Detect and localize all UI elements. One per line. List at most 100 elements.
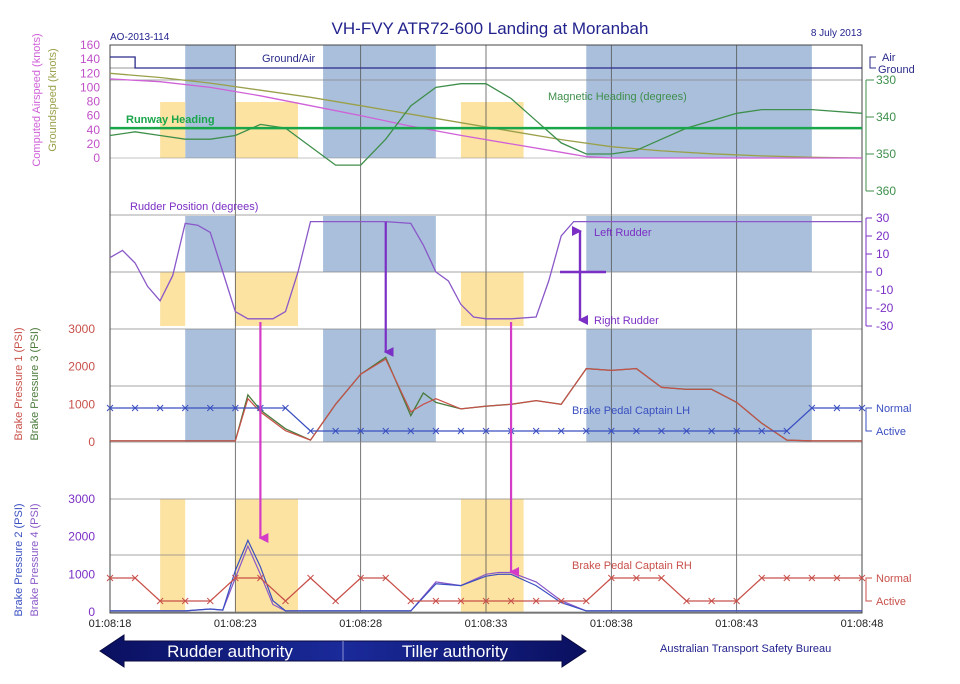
pedal-lh-marker: [332, 427, 339, 435]
runway-heading-label: Runway Heading: [126, 114, 215, 126]
brake24-tick-label: 1000: [68, 567, 95, 581]
speed-tick-label: 20: [87, 137, 101, 151]
speed-tick-label: 80: [87, 95, 101, 109]
x-tick-label: 01:08:33: [465, 618, 508, 630]
pedal-lh-marker: [357, 427, 365, 435]
blue-band: [586, 329, 812, 442]
blue-band: [185, 216, 236, 272]
pedal-rh-marker: [532, 597, 540, 605]
brake4-axis-label: Brake Pressure 4 (PSI): [29, 503, 41, 616]
tick-labels: 01:08:18 01:08:23 01:08:28 01:08:33 01:08:38…: [68, 38, 896, 630]
brake-pedal-rh-label: Brake Pedal Captain RH: [572, 560, 692, 572]
yellow-band: [235, 499, 298, 612]
pedal-rh-marker: [607, 574, 615, 582]
pedal-rh-marker: [557, 597, 565, 605]
x-tick-label: 01:08:38: [590, 618, 633, 630]
report-id: AO-2013-114: [110, 32, 170, 43]
brake13-tick-label: 3000: [68, 322, 95, 336]
pedal-rh-marker: [206, 597, 214, 605]
speed-tick-label: 140: [80, 52, 100, 66]
ground-state-label: Ground: [878, 64, 915, 76]
yellow-band: [460, 272, 524, 326]
pedal-lh-marker: [432, 427, 440, 435]
rh-pedal-axis: [865, 577, 872, 602]
series-lines: [106, 56, 866, 612]
pedal-lh-marker: [131, 404, 139, 412]
groundspeed-axis-label: Groundspeed (knots): [47, 48, 59, 151]
pedal-lh-marker: [106, 404, 114, 412]
rh-normal-label: Normal: [876, 573, 911, 585]
rudder-tick-label: -20: [876, 301, 894, 315]
brake13-tick-label: 0: [88, 435, 95, 449]
pedal-rh-marker: [106, 574, 114, 582]
source-credit: Australian Transport Safety Bureau: [660, 643, 831, 655]
pedal-rh-marker: [808, 574, 816, 582]
blue-band: [185, 45, 236, 158]
rudder-tick-label: 0: [876, 265, 883, 279]
heading-tick-label: 360: [876, 184, 896, 198]
pedal-rh-marker: [332, 597, 339, 605]
pedal-rh-marker: [733, 597, 741, 605]
yellow-band: [160, 102, 186, 158]
brake2-axis-label: Brake Pressure 2 (PSI): [13, 503, 25, 616]
ground-air-line: [110, 56, 862, 69]
pedal-rh-marker: [257, 574, 264, 582]
pedal-lh-marker: [607, 427, 615, 435]
rudder-tick-label: 20: [876, 229, 890, 243]
brake-pedal-lh-label: Brake Pedal Captain LH: [572, 405, 690, 417]
pedal-lh-marker: [582, 427, 590, 435]
left-rudder-label: Left Rudder: [594, 227, 652, 239]
brake24-tick-label: 3000: [68, 492, 95, 506]
rudder-authority-label: Rudder authority: [167, 642, 293, 661]
rudder-tick-label: -30: [876, 319, 894, 333]
x-tick-label: 01:08:28: [339, 618, 382, 630]
pedal-rh-marker: [783, 574, 791, 582]
pedal-lh-marker: [783, 427, 791, 435]
yellow-band: [160, 272, 186, 326]
rudder-tick-label: 10: [876, 247, 890, 261]
rudder-position-label: Rudder Position (degrees): [130, 201, 258, 213]
pedal-lh-marker: [382, 427, 390, 435]
tiller-authority-label: Tiller authority: [402, 642, 509, 661]
rudder-tick-label: 30: [876, 211, 890, 225]
pedal-rh-marker: [858, 574, 866, 582]
brake-pressure-2-line: [110, 538, 862, 612]
annotations: [258, 222, 606, 577]
speed-tick-label: 100: [80, 80, 100, 94]
brake3-axis-label: Brake Pressure 3 (PSI): [29, 327, 41, 440]
blue-band: [323, 329, 436, 442]
brake24-tick-label: 0: [88, 605, 95, 619]
yellow-band: [160, 499, 186, 612]
pedal-lh-marker: [181, 404, 189, 412]
pedal-lh-marker: [758, 427, 766, 435]
pedal-rh-marker: [382, 574, 390, 582]
pedal-rh-marker: [582, 597, 590, 605]
pedal-rh-marker: [432, 597, 440, 605]
yellow-band: [235, 272, 298, 326]
chart-title: VH-FVY ATR72-600 Landing at Moranbah: [332, 19, 649, 38]
right-rudder-label: Right Rudder: [594, 315, 659, 327]
magnetic-heading-label: Magnetic Heading (degrees): [548, 91, 687, 103]
pedal-lh-marker: [156, 404, 164, 412]
pedal-lh-marker: [633, 427, 640, 435]
pedal-lh-marker: [708, 427, 715, 435]
pedal-lh-marker: [457, 427, 465, 435]
x-tick-label: 01:08:48: [841, 618, 884, 630]
heading-tick-label: 330: [876, 73, 896, 87]
pedal-lh-marker: [858, 404, 866, 412]
pedal-lh-marker: [231, 404, 239, 412]
blue-band: [323, 216, 436, 272]
pedal-rh-marker: [307, 574, 314, 582]
pedal-lh-marker: [307, 427, 314, 435]
pedal-lh-marker: [206, 404, 214, 412]
airspeed-axis-label: Computed Airspeed (knots): [31, 33, 43, 166]
magnetic-heading-line: [109, 83, 863, 166]
blue-band: [323, 45, 436, 158]
pedal-rh-marker: [407, 597, 415, 605]
speed-tick-label: 40: [87, 123, 101, 137]
pedal-lh-marker: [658, 427, 665, 435]
x-tick-label: 01:08:18: [89, 618, 132, 630]
airspeed-line: [109, 78, 862, 159]
